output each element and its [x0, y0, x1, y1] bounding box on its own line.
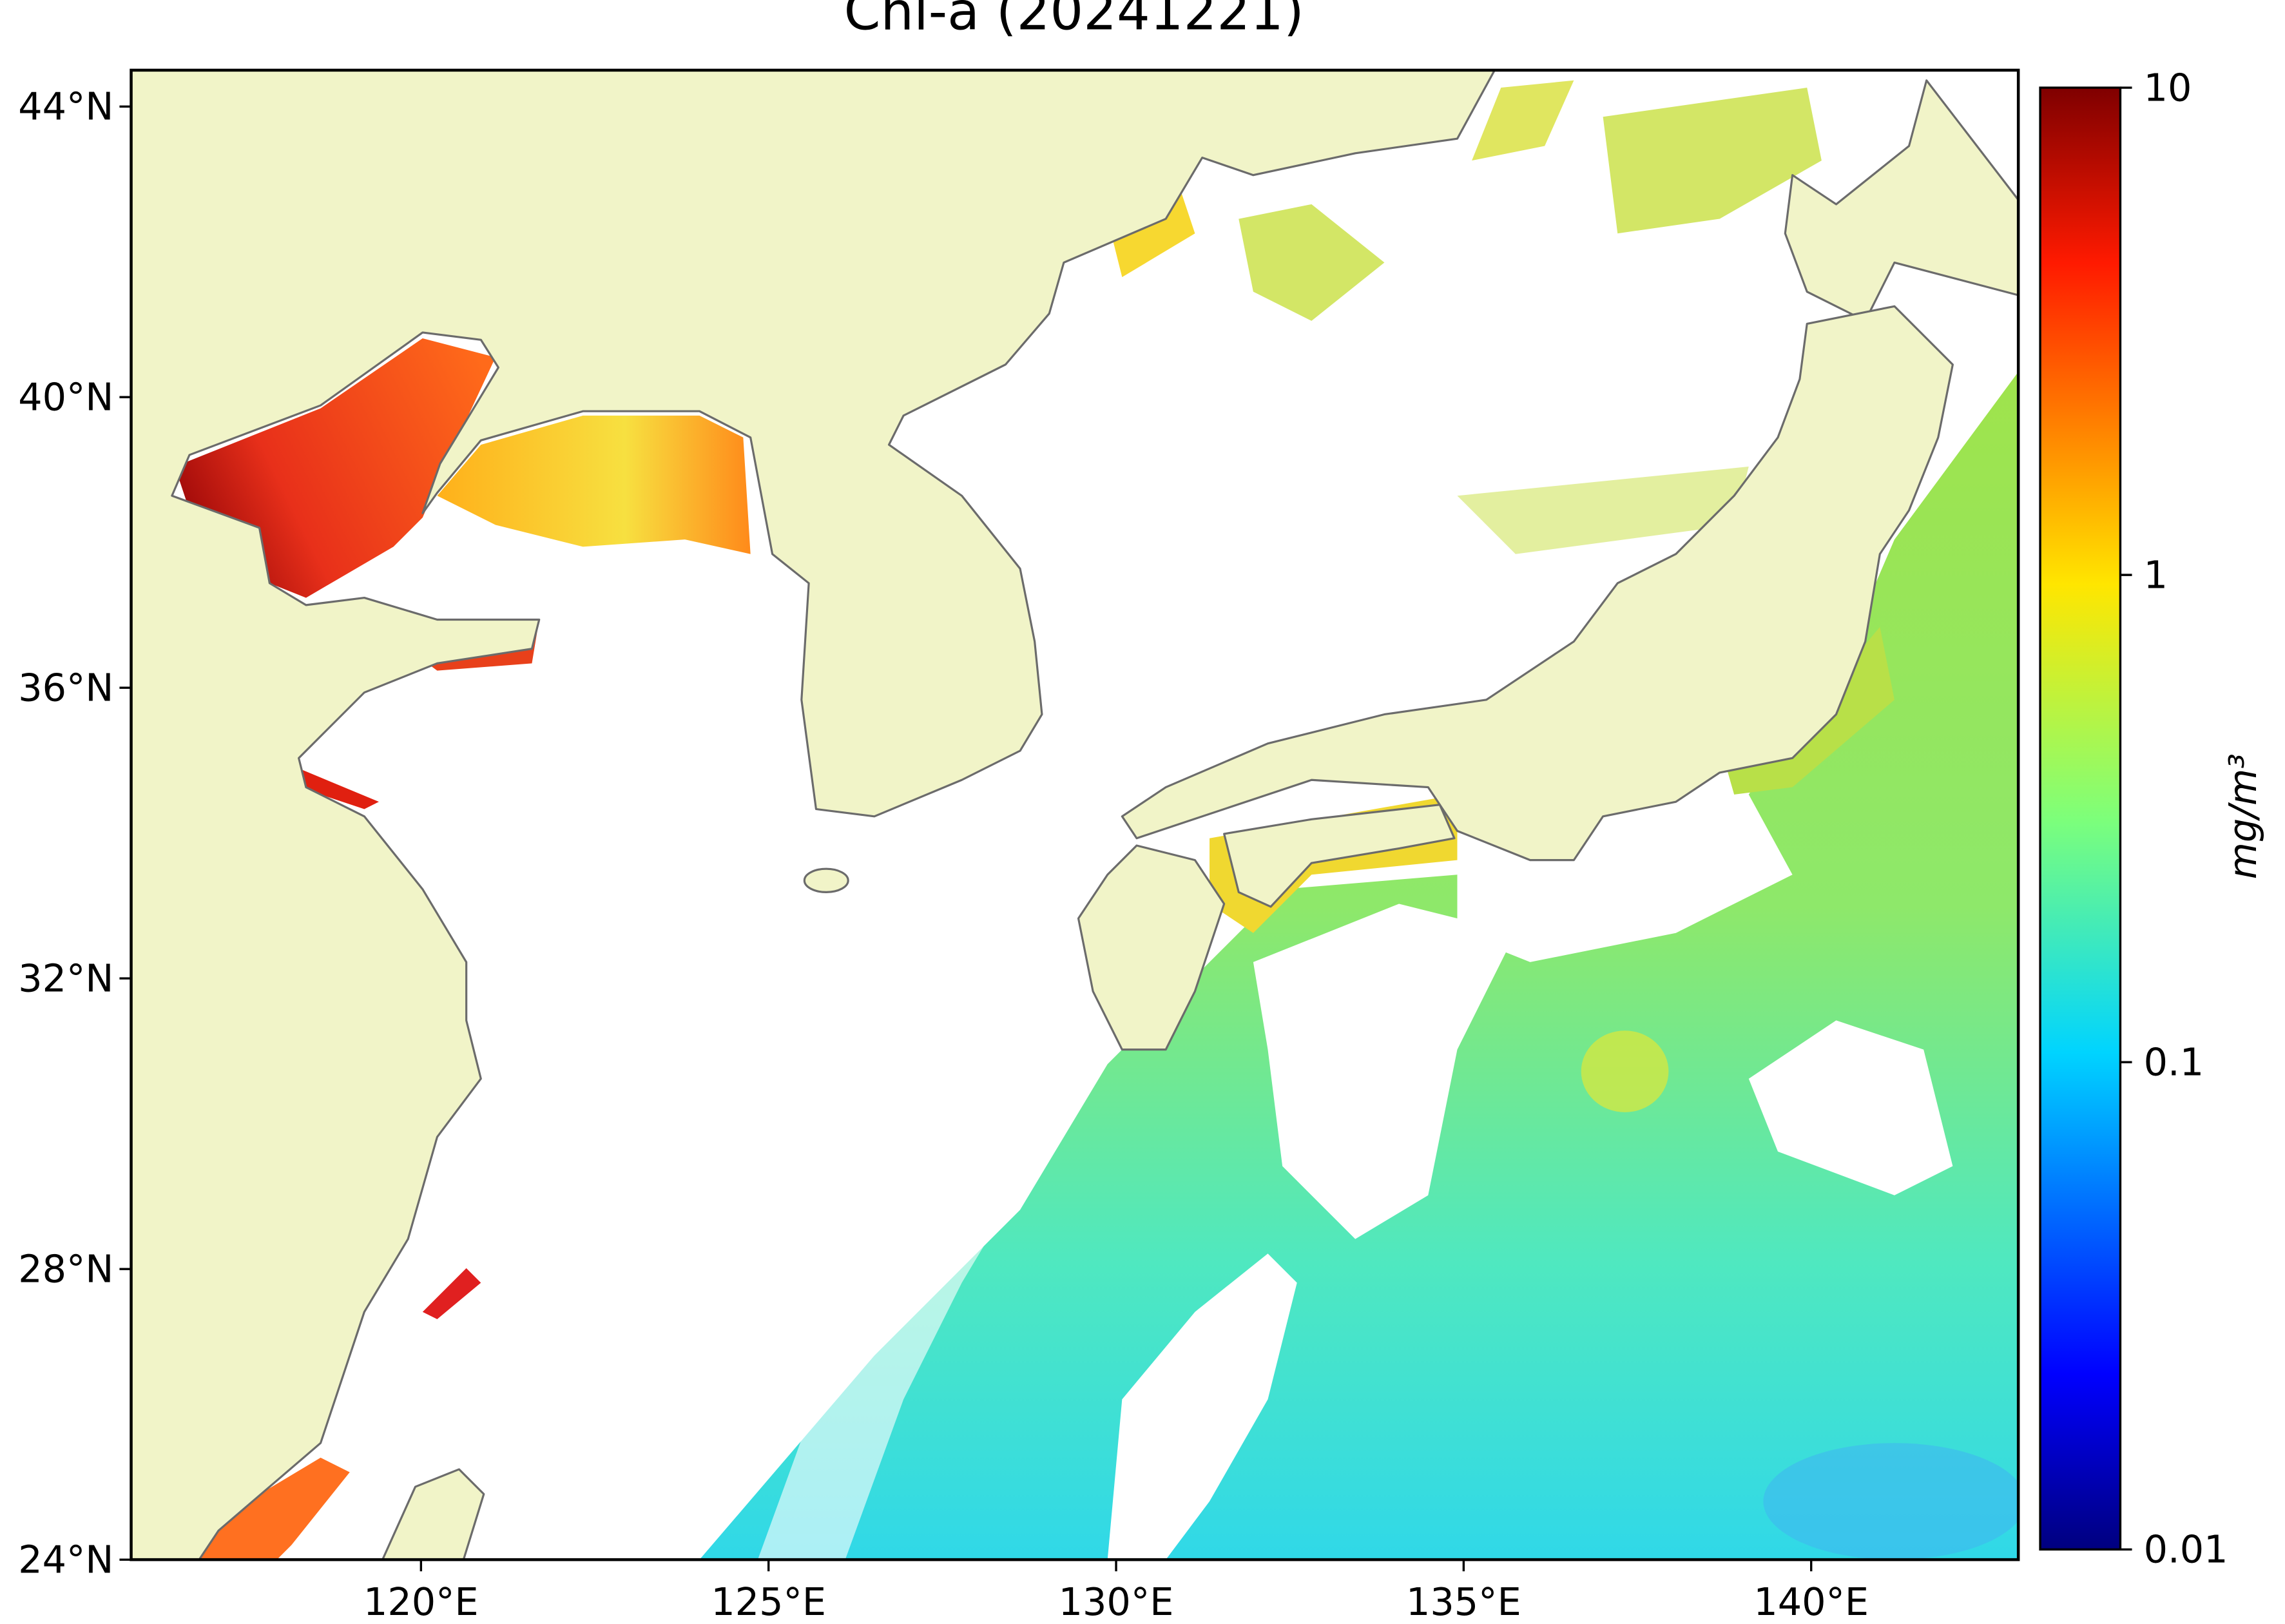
- mainland: [131, 70, 1496, 1560]
- y-tick-label: 40°N: [18, 375, 113, 420]
- x-tick-label: 140°E: [1753, 1580, 1869, 1624]
- colorbar-label: mg/m³: [2221, 753, 2265, 879]
- low-chl-patch: [1763, 1443, 2019, 1560]
- colorbar-tick-label: 1: [2144, 552, 2168, 597]
- kyushu: [1077, 844, 1226, 1051]
- cloud: [1457, 794, 1793, 962]
- coastal-field: [291, 765, 379, 809]
- sea-of-japan-field: [1472, 80, 1574, 161]
- x-tick-label: 130°E: [1059, 1580, 1174, 1624]
- cloud: [1107, 1253, 1297, 1560]
- y-tick-label: 44°N: [18, 84, 113, 129]
- colorbar: [2039, 86, 2122, 1551]
- cloud: [757, 1005, 1079, 1560]
- shikoku: [1223, 804, 1456, 908]
- hokkaido: [1784, 79, 2019, 322]
- chart-title: Chl-a (20241221): [844, 0, 1304, 43]
- jeju: [803, 867, 849, 893]
- colorbar-tick-label: 0.01: [2144, 1527, 2228, 1572]
- y-tick-label: 32°N: [18, 956, 113, 1001]
- coastal-field: [189, 1457, 350, 1560]
- coastal-field: [422, 1268, 481, 1319]
- cloud: [1253, 904, 1516, 1239]
- x-tick-label: 120°E: [363, 1580, 479, 1624]
- y-tick-label: 28°N: [18, 1247, 113, 1291]
- map: [131, 70, 2019, 1560]
- sea-of-japan-field: [1457, 467, 1749, 554]
- korea-bay-field: [437, 415, 751, 554]
- colorbar-tick-label: 0.1: [2144, 1040, 2204, 1085]
- honshu: [1121, 305, 1954, 862]
- y-tick-label: 36°N: [18, 666, 113, 710]
- taiwan: [381, 1468, 485, 1560]
- x-tick-label: 135°E: [1406, 1580, 1521, 1624]
- plot-frame: [130, 68, 2020, 1561]
- colorbar-tick-label: 10: [2144, 65, 2192, 110]
- x-tick-label: 125°E: [711, 1580, 826, 1624]
- high-chl-patch: [1581, 1030, 1669, 1112]
- cloud: [1748, 1020, 1953, 1195]
- sea-of-japan-field: [1239, 204, 1385, 321]
- y-tick-label: 24°N: [18, 1537, 113, 1581]
- sea-of-japan-field: [1603, 88, 1822, 234]
